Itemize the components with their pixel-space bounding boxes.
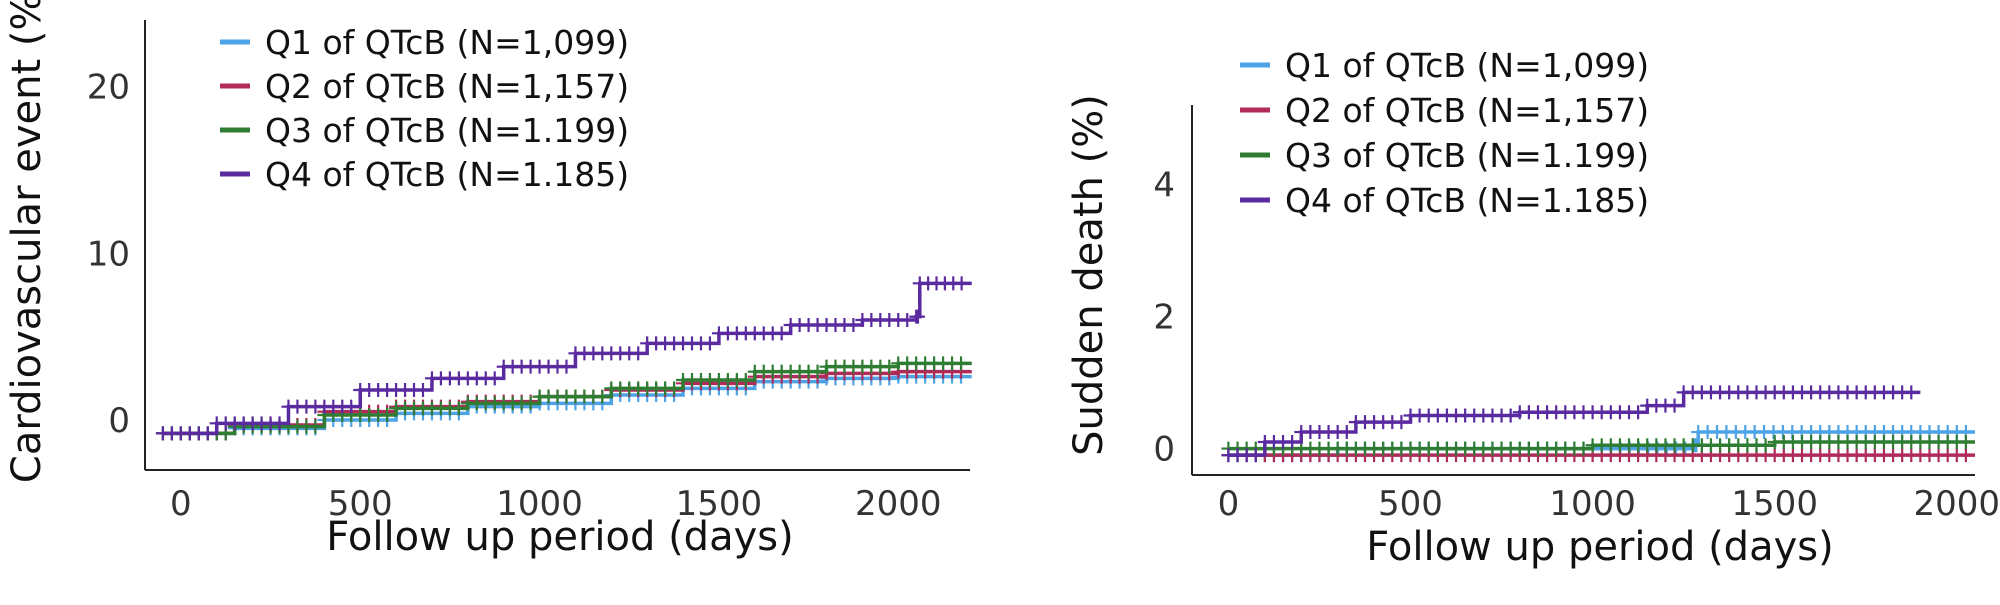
y-tick-label: 0 [108,401,130,441]
censor-mark [900,313,915,327]
x-tick-label: 1000 [496,484,583,524]
censor-mark [272,416,287,431]
censor-mark [1339,425,1354,440]
x-tick-label: 500 [328,484,393,524]
x-tick-label: 0 [1218,484,1240,524]
censor-mark [1958,434,1973,449]
chart-2: 0 500 1000 1500 2000 0 2 4 Follow up period (day… [1066,46,2000,570]
censor-mark [954,276,969,291]
series-1 [155,369,972,441]
censor-mark [308,419,323,434]
censor-mark [1667,398,1682,413]
censor-mark [631,346,646,361]
censor-mark [595,389,610,404]
x-tick-label: 1000 [1549,484,1636,524]
x-axis-label: Follow up period (days) [326,514,793,560]
censor-mark [523,396,538,411]
legend-label: Q4 of QTcB (N=1.185) [1285,181,1649,220]
x-tick-label: 2000 [1914,484,2000,524]
legend: Q1 of QTcB (N=1,099) Q2 of QTcB (N=1,157)… [1240,46,1649,220]
censor-mark [1394,415,1409,430]
legend-label: Q2 of QTcB (N=1,157) [265,67,629,106]
censor-mark [1758,438,1773,453]
censor-mark [667,381,682,396]
series-line [162,281,972,436]
censor-mark [1904,385,1919,400]
legend-label: Q4 of QTcB (N=1.185) [265,155,629,194]
x-tick-label: 0 [170,484,192,524]
censor-mark [559,359,574,374]
series-4 [155,276,972,441]
legend-label: Q1 of QTcB (N=1,099) [1285,46,1649,85]
y-tick-label: 20 [87,68,130,108]
censor-mark [487,371,502,386]
y-axis-label: Sudden death (%) [1066,94,1112,456]
legend: Q1 of QTcB (N=1,099) Q2 of QTcB (N=1,157)… [220,23,629,194]
censor-mark [1285,434,1300,449]
censor-mark [882,359,897,374]
censor-mark [774,326,789,341]
series-3 [155,356,972,441]
censor-mark [910,309,925,324]
legend-label: Q3 of QTcB (N=1.199) [265,111,629,150]
x-tick-label: 1500 [1731,484,1818,524]
chart-1: 0 500 1000 1500 2000 0 10 20 Follow up period (d… [4,0,972,560]
censor-mark [380,408,395,422]
series-4 [1221,385,1921,463]
legend-label: Q3 of QTcB (N=1.199) [1285,136,1649,175]
legend-label: Q2 of QTcB (N=1,157) [1285,91,1649,130]
y-tick-label: 10 [87,234,130,274]
censor-mark [1248,448,1263,463]
censor-mark [738,373,753,387]
censor-mark [451,401,466,416]
y-tick-label: 2 [1153,297,1175,337]
x-axis-label: Follow up period (days) [1366,524,1833,570]
x-tick-label: 500 [1378,484,1443,524]
legend-label: Q1 of QTcB (N=1,099) [265,23,629,62]
x-tick-label: 2000 [855,484,942,524]
censor-mark [200,426,215,441]
censor-mark [1958,448,1973,463]
censor-mark [702,336,717,351]
censor-mark [1576,441,1591,456]
censor-mark [1503,408,1518,423]
y-axis-label: Cardiovascular event (%) [4,0,50,483]
censor-mark [1631,405,1646,420]
x-tick-label: 1500 [676,484,763,524]
censor-mark [415,383,430,397]
y-tick-label: 0 [1153,430,1175,470]
y-tick-label: 4 [1153,165,1175,205]
series-3 [1221,434,1975,456]
censor-mark [846,318,861,332]
censor-mark [810,364,825,379]
censor-mark [954,356,969,371]
censor-mark [344,399,359,414]
